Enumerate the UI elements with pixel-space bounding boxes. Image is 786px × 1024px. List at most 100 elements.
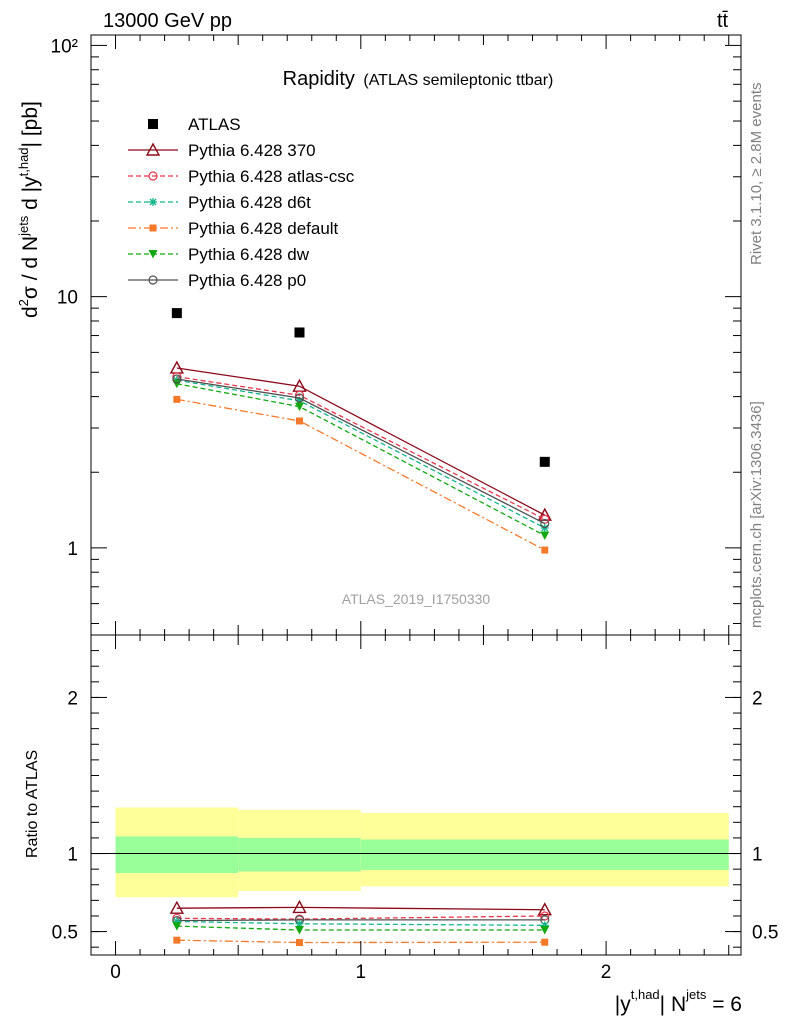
main-point-dw <box>294 402 304 412</box>
main-point-d6t <box>295 396 304 405</box>
chart-title-sub: (ATLAS semileptonic ttbar) <box>363 72 553 89</box>
legend-marker <box>148 119 158 129</box>
main-point-default <box>295 417 303 425</box>
ratio-series-p370 <box>169 899 552 916</box>
ratio-y-tick-label-right: 2 <box>752 688 763 709</box>
ratio-point-d6t <box>540 921 549 930</box>
ratio-line-p370 <box>176 906 545 911</box>
ratio-line-dw <box>176 925 545 931</box>
main-point-p370 <box>537 507 552 521</box>
x-tick-label: 1 <box>356 962 367 983</box>
x-tick-label: 2 <box>601 962 612 983</box>
header-energy: 13000 GeV pp <box>103 10 232 32</box>
legend-marker <box>145 142 161 156</box>
legend-item-ATLAS: ATLAS <box>148 115 241 134</box>
main-series-d6t <box>172 376 549 532</box>
legend-marker <box>149 198 157 206</box>
legend-label: Pythia 6.428 dw <box>188 245 310 264</box>
legend-label: Pythia 6.428 p0 <box>188 271 306 290</box>
legend-item-p0: Pythia 6.428 p0 <box>128 271 306 290</box>
ratio-y-tick-label-right: 0.5 <box>752 923 778 944</box>
legend-label: Pythia 6.428 370 <box>188 141 316 160</box>
main-series-p0 <box>172 374 550 529</box>
legend-marker <box>148 275 158 285</box>
ratio-point-d6t <box>295 919 304 928</box>
legend-item-p370: Pythia 6.428 370 <box>128 141 316 160</box>
y-tick-label: 10² <box>51 36 78 57</box>
main-point-default <box>541 546 549 554</box>
ratio-point-d6t <box>172 917 181 926</box>
legend-item-d6t: Pythia 6.428 d6t <box>128 193 311 212</box>
ratio-line-p0 <box>176 919 545 922</box>
ratio-series-atlas_csc <box>172 911 550 924</box>
y-tick-label: 1 <box>67 539 78 560</box>
main-point-ATLAS <box>294 327 305 338</box>
main-series-ATLAS <box>171 308 550 467</box>
ratio-band-inner <box>360 839 729 870</box>
ratio-frame <box>90 634 742 956</box>
mcplots-label: mcplots.cern.ch [arXiv:1306.3436] <box>748 401 765 628</box>
ratio-point-dw <box>540 926 550 935</box>
main-series-dw <box>172 379 550 541</box>
ratio-point-default <box>541 938 549 946</box>
legend-label: Pythia 6.428 default <box>188 219 339 238</box>
main-point-ATLAS <box>171 308 182 319</box>
chart-title-main: Rapidity <box>283 68 355 90</box>
ratio-y-tick-label: 1 <box>67 845 78 866</box>
legend: ATLAS Pythia 6.428 370 Pythia 6.428 atlas-… <box>128 115 355 290</box>
main-point-p0 <box>294 393 305 403</box>
main-point-ATLAS <box>539 456 550 467</box>
main-point-default <box>173 395 181 403</box>
ratio-point-p370 <box>292 899 307 914</box>
ratio-band-inner <box>115 836 239 874</box>
main-point-p0 <box>172 374 182 384</box>
header-process: tt̄ <box>717 10 729 32</box>
ratio-y-tick-label-right: 1 <box>752 845 763 866</box>
legend-label: ATLAS <box>188 115 241 134</box>
legend-marker <box>148 250 158 259</box>
legend-item-default: Pythia 6.428 default <box>128 219 339 238</box>
ratio-point-dw <box>172 922 182 931</box>
ratio-series-dw <box>172 922 550 935</box>
ratio-series-default <box>173 936 549 947</box>
x-axis-label: |yt,had| Njets = 6 <box>615 987 742 1016</box>
main-plot: 1 10 10² Rapidity (ATLAS semileptonic ttba… <box>16 34 742 636</box>
ratio-y-tick-label: 0.5 <box>52 923 78 944</box>
ratio-y-tick-label: 2 <box>67 688 78 709</box>
y-axis-label-ratio: Ratio to ATLAS <box>24 750 41 858</box>
y-tick-label: 10 <box>57 288 78 309</box>
main-line-atlas_csc <box>176 376 546 520</box>
ratio-series-d6t <box>172 917 549 930</box>
ratio-line-atlas_csc <box>176 915 545 920</box>
ratio-line-d6t <box>176 920 545 926</box>
watermark: ATLAS_2019_I1750330 <box>342 591 491 607</box>
ratio-point-default <box>295 939 303 947</box>
ratio-plot: 0.5 0.5 1 1 2 2 0 1 2 Ratio to ATLAS <box>24 634 778 983</box>
ratio-band-inner <box>238 837 361 872</box>
rivet-label: Rivet 3.1.10, ≥ 2.8M events <box>748 83 765 266</box>
main-line-p0 <box>176 378 546 525</box>
legend-marker <box>148 171 158 181</box>
main-series-default <box>173 395 549 554</box>
ratio-point-default <box>173 936 181 944</box>
x-tick-label: 0 <box>110 962 121 983</box>
main-line-p370 <box>176 367 546 516</box>
ratio-point-p370 <box>169 900 185 914</box>
legend-item-atlas_csc: Pythia 6.428 atlas-csc <box>128 167 355 186</box>
ratio-point-dw <box>294 926 304 935</box>
legend-label: Pythia 6.428 d6t <box>188 193 311 212</box>
legend-marker <box>149 224 157 232</box>
main-point-p370 <box>169 360 185 374</box>
legend-label: Pythia 6.428 atlas-csc <box>188 167 355 186</box>
main-series-p370 <box>169 360 552 521</box>
main-series-atlas_csc <box>172 372 550 524</box>
main-point-dw <box>540 531 550 541</box>
y-axis-label-main: d2σ / d Njets d |yt,had| [pb] <box>16 101 42 318</box>
ratio-point-p370 <box>537 902 552 916</box>
legend-item-dw: Pythia 6.428 dw <box>128 245 310 264</box>
chart-title: Rapidity (ATLAS semileptonic ttbar) <box>283 68 554 90</box>
main-line-default <box>176 398 546 551</box>
main-point-p0 <box>540 518 550 529</box>
main-line-dw <box>176 383 546 537</box>
